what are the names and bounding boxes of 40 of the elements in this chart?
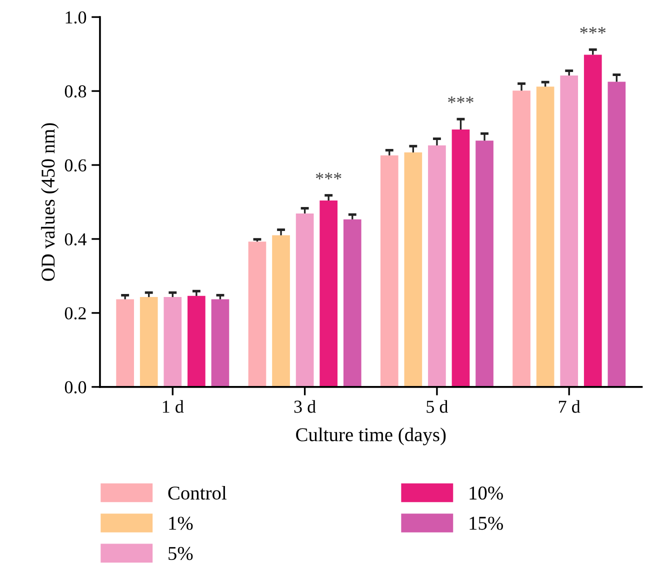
x-tick-label: 1 d <box>162 400 184 413</box>
x-tick-label: 3 d <box>294 400 316 413</box>
bar <box>248 242 266 387</box>
bar <box>452 130 470 387</box>
bar <box>164 297 182 387</box>
bar <box>140 297 158 387</box>
y-tick-label: 0.4 <box>64 233 86 246</box>
annotation: *** <box>448 96 474 104</box>
legend-label: 5% <box>168 546 193 560</box>
bar <box>476 140 494 387</box>
bar <box>536 86 554 387</box>
bar <box>428 145 446 387</box>
bar <box>512 90 530 387</box>
legend-label: Control <box>168 486 226 500</box>
x-tick-label: 5 d <box>426 400 448 413</box>
y-tick-label: 0.8 <box>64 85 86 98</box>
bar <box>211 299 230 387</box>
annotation: *** <box>580 27 606 34</box>
y-tick-label: 0.2 <box>64 307 86 320</box>
bar <box>272 235 290 387</box>
y-tick-label: 0.6 <box>64 159 86 172</box>
legend-label: 15% <box>470 516 503 530</box>
legend-label: 10% <box>470 486 503 500</box>
bar <box>584 54 602 387</box>
legend-label: 1% <box>169 516 193 530</box>
bar <box>404 152 422 387</box>
y-axis-title: OD values (450 nm) <box>41 123 59 281</box>
annotation: *** <box>316 172 342 180</box>
bar <box>380 155 398 387</box>
bar <box>343 219 362 387</box>
bar <box>560 76 578 387</box>
y-tick-label: 0.0 <box>64 381 86 394</box>
bar <box>320 200 338 387</box>
bar <box>296 213 314 387</box>
y-tick-label: 1.0 <box>66 11 86 24</box>
x-tick-label: 7 d <box>559 400 580 413</box>
bar <box>116 299 134 387</box>
bar <box>188 296 206 387</box>
x-axis-title: Culture time (days) <box>296 428 446 446</box>
bar <box>608 82 626 387</box>
